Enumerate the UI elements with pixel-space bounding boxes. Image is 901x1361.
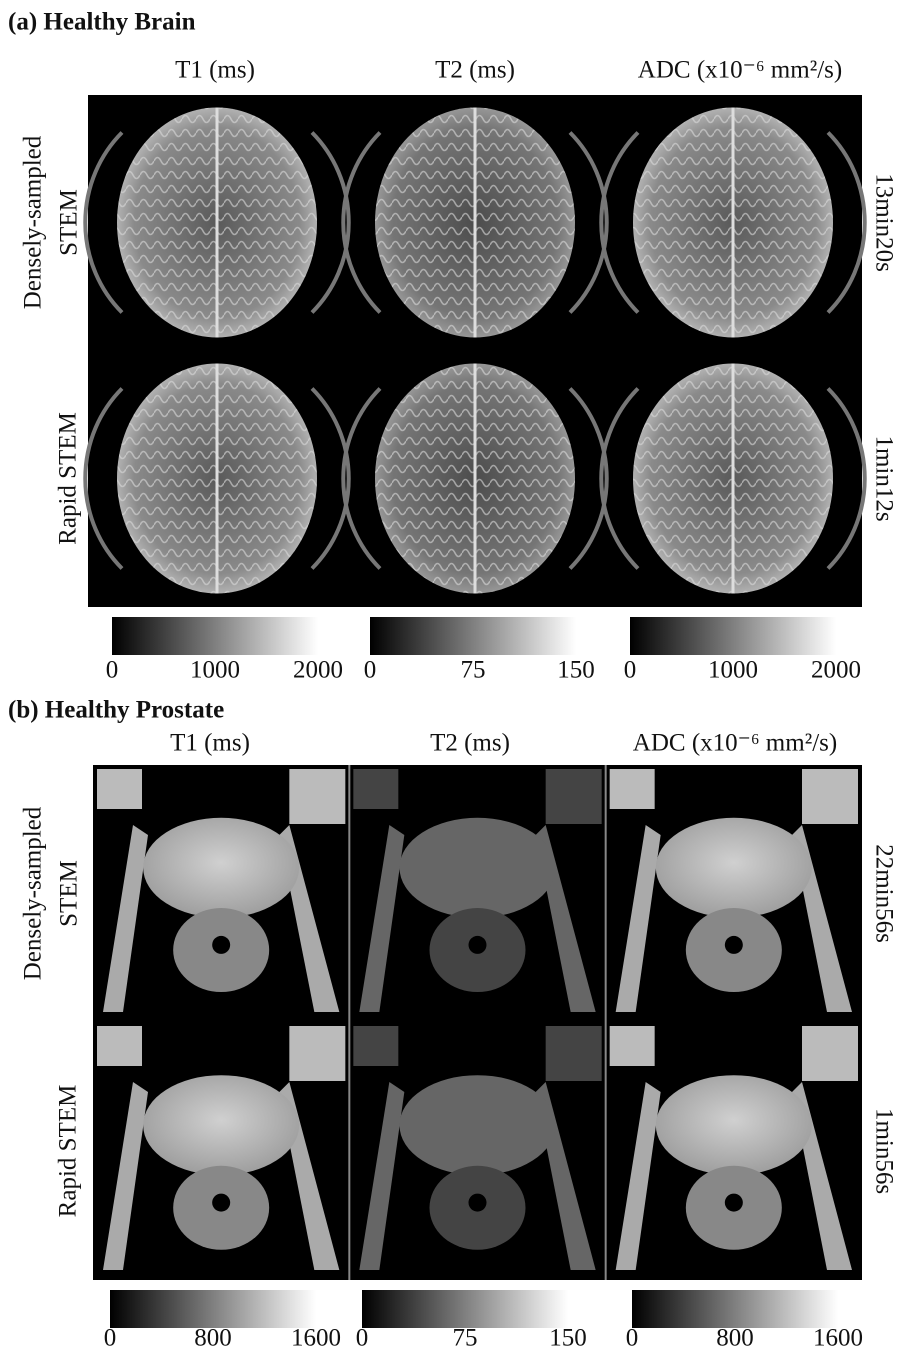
- colorbar-label: 150: [549, 1325, 587, 1352]
- colorbar-label: 75: [453, 1325, 478, 1352]
- rectum-lumen: [725, 936, 743, 954]
- column-header: T1 (ms): [170, 730, 250, 757]
- colorbar-label: 1600: [813, 1325, 863, 1352]
- column-header: T2 (ms): [430, 730, 510, 757]
- column-header: ADC (x10⁻⁶ mm²/s): [638, 57, 842, 84]
- colorbar-label: 800: [716, 1325, 754, 1352]
- scan-time: 1min56s: [870, 1108, 897, 1194]
- panel-title: (b) Healthy Prostate: [8, 697, 224, 724]
- colorbar: [362, 1290, 568, 1328]
- scan-time: 1min12s: [870, 435, 897, 521]
- colorbar-label: 0: [106, 657, 119, 684]
- tissue-corner: [289, 1026, 345, 1081]
- prostate: [656, 818, 812, 918]
- figure: (a) Healthy Brain T1 (ms) 0 1000 2000 T2 (ms)…: [0, 0, 901, 1361]
- panel-title: (a) Healthy Brain: [8, 9, 196, 36]
- rectum-lumen: [469, 1194, 487, 1212]
- tissue-corner: [97, 769, 142, 809]
- tissue-corner: [353, 1026, 398, 1066]
- column-header: ADC (x10⁻⁶ mm²/s): [633, 730, 837, 757]
- colorbar-label: 800: [194, 1325, 232, 1352]
- prostate: [143, 1075, 299, 1175]
- prostate: [400, 818, 556, 918]
- tissue-corner: [610, 1026, 655, 1066]
- rectum-lumen: [212, 1194, 230, 1212]
- colorbar-label: 1000: [708, 657, 758, 684]
- scan-time: 22min56s: [870, 844, 897, 943]
- rectum-lumen: [469, 936, 487, 954]
- rectum-lumen: [212, 936, 230, 954]
- colorbar-label: 0: [626, 1325, 639, 1352]
- column-header: T1 (ms): [175, 57, 255, 84]
- tissue-corner: [546, 1026, 602, 1081]
- colorbar: [112, 617, 318, 655]
- colorbar-label: 0: [624, 657, 637, 684]
- colorbar-label: 1600: [291, 1325, 341, 1352]
- rectum-lumen: [725, 1194, 743, 1212]
- row-label: Densely-sampled: [20, 135, 47, 309]
- tissue-corner: [97, 1026, 142, 1066]
- prostate: [656, 1075, 812, 1175]
- colorbar: [370, 617, 576, 655]
- colorbar-label: 150: [557, 657, 595, 684]
- scan-time: 13min20s: [870, 173, 897, 272]
- prostate: [143, 818, 299, 918]
- tissue-corner: [802, 769, 858, 824]
- row-label: Rapid STEM: [55, 1085, 82, 1218]
- row-label: Densely-sampled: [20, 806, 47, 980]
- prostate: [400, 1075, 556, 1175]
- colorbar-label: 2000: [293, 657, 343, 684]
- colorbar: [630, 617, 836, 655]
- tissue-corner: [802, 1026, 858, 1081]
- tissue-corner: [353, 769, 398, 809]
- colorbar-label: 0: [364, 657, 377, 684]
- row-label: STEM: [56, 860, 83, 927]
- tissue-corner: [546, 769, 602, 824]
- colorbar-label: 2000: [811, 657, 861, 684]
- tissue-corner: [289, 769, 345, 824]
- colorbar-label: 0: [104, 1325, 117, 1352]
- colorbar: [632, 1290, 838, 1328]
- tissue-corner: [610, 769, 655, 809]
- row-label: STEM: [56, 189, 83, 256]
- row-label: Rapid STEM: [55, 412, 82, 545]
- colorbar-label: 75: [461, 657, 486, 684]
- colorbar: [110, 1290, 316, 1328]
- column-header: T2 (ms): [435, 57, 515, 84]
- colorbar-label: 0: [356, 1325, 369, 1352]
- colorbar-label: 1000: [190, 657, 240, 684]
